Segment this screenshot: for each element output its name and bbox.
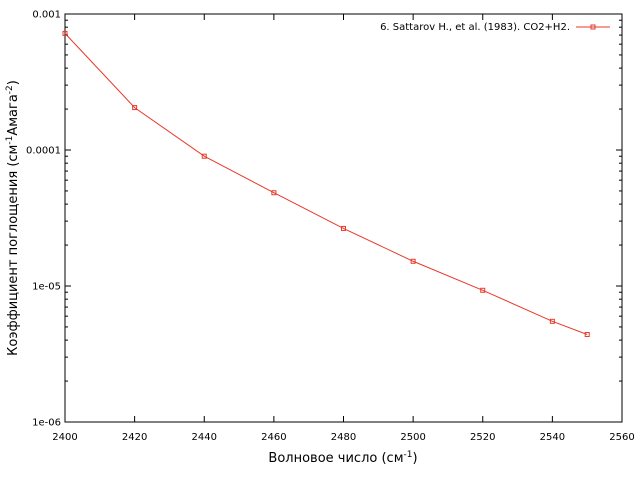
legend-label: 6. Sattarov H., et al. (1983). CO2+H2. [380,22,570,33]
data-point [584,331,590,337]
x-axis-label: Волновое число (см-1) [268,450,417,466]
series-layer [62,30,590,337]
x-tick-label: 2420 [122,432,147,443]
x-tick-label: 2540 [540,432,565,443]
legend: 6. Sattarov H., et al. (1983). CO2+H2. [380,22,610,33]
x-tick-label: 2400 [52,432,77,443]
series-line [64,33,588,335]
data-point [341,225,346,231]
y-tick-label: 0.0001 [26,146,61,157]
y-ticks: 1e-06 1e-05 0.0001 0.001 [26,10,622,429]
y-axis-label: Коэффициент поглощения (см-1Амага-2) [5,80,21,356]
data-point [549,318,555,324]
data-point [62,30,68,36]
y-tick-label: 1e-06 [32,418,61,429]
data-point [132,105,138,111]
x-tick-label: 2440 [192,432,217,443]
data-point [201,153,207,159]
x-tick-label: 2460 [261,432,286,443]
x-tick-label: 2500 [400,432,425,443]
y-tick-label: 0.001 [32,10,61,21]
legend-marker [590,24,596,30]
x-ticks: 2400 2420 2440 2460 2480 2500 2520 2540 2560 [52,14,635,443]
x-tick-label: 2520 [470,432,495,443]
x-tick-label: 2480 [331,432,356,443]
plot-area [64,13,623,423]
data-point [410,258,416,264]
y-tick-label: 1e-05 [32,282,61,293]
data-point [480,287,486,293]
x-tick-label: 2560 [609,432,634,443]
data-point [271,190,277,196]
